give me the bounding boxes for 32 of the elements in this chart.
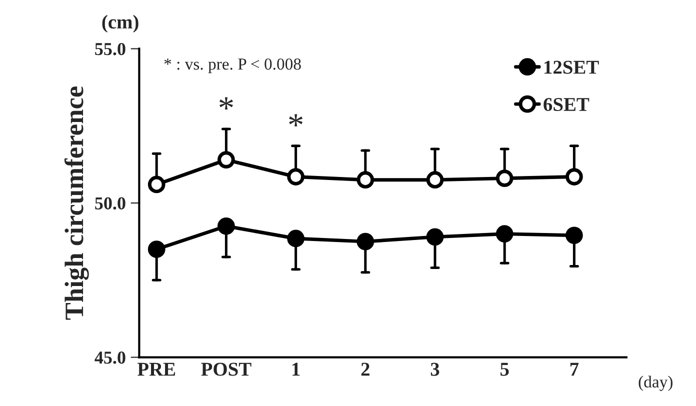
point [287,230,304,248]
point [496,225,514,243]
point [148,240,166,258]
point [426,171,444,189]
text: (cm) [102,14,138,33]
y-tick-label: 50.0 [95,197,126,210]
point [426,228,444,246]
x-tick-label: POST [201,362,252,376]
y-tick-label: 55.0 [95,42,126,56]
point [496,170,514,187]
point [218,151,235,168]
x-axis-title: (day) [638,376,672,391]
x-tick-label: 7 [570,362,579,376]
annotation: * : vs. pre. P < 0.008 [164,58,301,74]
legend-label: 6SET [544,98,590,112]
legend-label: 12SET [544,60,599,74]
annotation: * [219,97,233,110]
point [148,176,166,194]
point [356,171,374,189]
x-tick-label: 2 [361,362,370,376]
y-tick-label: 45.0 [94,352,126,364]
point [566,168,583,186]
point [356,232,374,250]
x-tick-label: 5 [500,362,509,376]
point [287,168,304,186]
y-axis-title: Thigh circumference [64,86,89,320]
point [566,226,583,244]
x-tick-label: PRE [137,362,176,376]
point [218,217,235,235]
annotation: * [289,114,303,126]
x-tick-label: 3 [430,362,440,376]
x-tick-label: 1 [292,362,300,376]
